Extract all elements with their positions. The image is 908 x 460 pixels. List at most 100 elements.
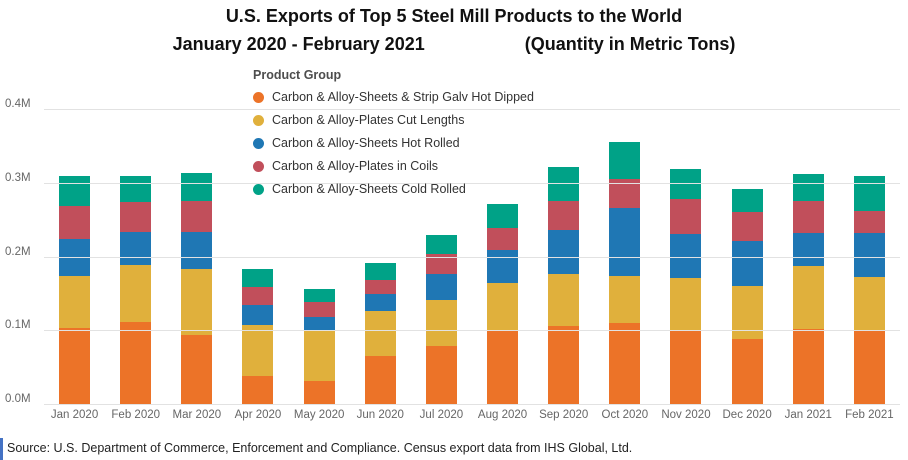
bar-segment[interactable] xyxy=(242,287,274,306)
stacked-bar-aug-2020[interactable] xyxy=(487,110,519,405)
bar-segment[interactable] xyxy=(670,198,702,234)
bar-segment[interactable] xyxy=(120,202,152,232)
bar-segment[interactable] xyxy=(425,253,457,274)
bar-segment[interactable] xyxy=(59,205,91,240)
bar-segment[interactable] xyxy=(609,323,641,405)
bar-segment[interactable] xyxy=(364,263,396,280)
bar-segment[interactable] xyxy=(425,235,457,254)
bar-segment[interactable] xyxy=(609,275,641,324)
stacked-bar-sep-2020[interactable] xyxy=(548,110,580,405)
bar-cell xyxy=(350,110,411,405)
legend-item[interactable]: Carbon & Alloy-Plates Cut Lengths xyxy=(253,113,534,127)
bar-segment[interactable] xyxy=(548,274,580,327)
bar-segment[interactable] xyxy=(425,300,457,346)
stacked-bar-may-2020[interactable] xyxy=(303,110,335,405)
bar-segment[interactable] xyxy=(670,278,702,332)
legend-item[interactable]: Carbon & Alloy-Sheets Hot Rolled xyxy=(253,136,534,150)
bar-segment[interactable] xyxy=(853,233,885,278)
legend-item[interactable]: Carbon & Alloy-Sheets Cold Rolled xyxy=(253,182,534,196)
bar-segment[interactable] xyxy=(731,338,763,405)
bar-segment[interactable] xyxy=(242,268,274,288)
bar-segment[interactable] xyxy=(609,208,641,276)
bar-segment[interactable] xyxy=(181,231,213,269)
x-axis-label: Jan 2021 xyxy=(784,409,832,421)
bar-segment[interactable] xyxy=(853,211,885,234)
bar-segment[interactable] xyxy=(181,172,213,201)
bar-segment[interactable] xyxy=(487,204,519,229)
stacked-bar-oct-2020[interactable] xyxy=(609,110,641,405)
legend: Product Group Carbon & Alloy-Sheets & St… xyxy=(253,68,534,205)
bar-segment[interactable] xyxy=(120,176,152,203)
bar-segment[interactable] xyxy=(59,275,91,328)
bar-segment[interactable] xyxy=(303,301,335,317)
bar-segment[interactable] xyxy=(303,289,335,302)
bar-segment[interactable] xyxy=(731,211,763,242)
legend-item[interactable]: Carbon & Alloy-Plates in Coils xyxy=(253,159,534,173)
bar-segment[interactable] xyxy=(609,141,641,179)
bar-segment[interactable] xyxy=(303,380,335,405)
bar-segment[interactable] xyxy=(59,239,91,276)
bar-cell xyxy=(717,110,778,405)
bar-segment[interactable] xyxy=(487,282,519,332)
legend-title: Product Group xyxy=(253,68,342,82)
stacked-bar-dec-2020[interactable] xyxy=(731,110,763,405)
bar-segment[interactable] xyxy=(792,200,824,234)
bar-segment[interactable] xyxy=(242,325,274,376)
stacked-bar-apr-2020[interactable] xyxy=(242,110,274,405)
stacked-bar-feb-2021[interactable] xyxy=(853,110,885,405)
bar-segment[interactable] xyxy=(731,285,763,339)
bar-segment[interactable] xyxy=(548,326,580,405)
bar-segment[interactable] xyxy=(853,176,885,212)
bar-segment[interactable] xyxy=(59,327,91,405)
x-axis-label: Nov 2020 xyxy=(661,409,711,421)
bar-segment[interactable] xyxy=(670,233,702,279)
bar-segment[interactable] xyxy=(487,331,519,405)
stacked-bar-jan-2020[interactable] xyxy=(59,110,91,405)
bar-segment[interactable] xyxy=(792,174,824,201)
legend-label: Carbon & Alloy-Plates in Coils xyxy=(272,159,439,173)
x-axis-label: Sep 2020 xyxy=(539,409,589,421)
chart-title: U.S. Exports of Top 5 Steel Mill Product… xyxy=(225,6,683,26)
bar-segment[interactable] xyxy=(242,305,274,326)
legend-item[interactable]: Carbon & Alloy-Sheets & Strip Galv Hot D… xyxy=(253,90,534,104)
stacked-bar-mar-2020[interactable] xyxy=(181,110,213,405)
bar-segment[interactable] xyxy=(670,331,702,405)
stacked-bar-nov-2020[interactable] xyxy=(670,110,702,405)
bar-segment[interactable] xyxy=(731,241,763,286)
bar-segment[interactable] xyxy=(548,166,580,201)
bar-segment[interactable] xyxy=(792,266,824,330)
stacked-bar-jan-2021[interactable] xyxy=(792,110,824,405)
bar-segment[interactable] xyxy=(364,294,396,311)
bar-segment[interactable] xyxy=(364,355,396,405)
stacked-bar-feb-2020[interactable] xyxy=(120,110,152,405)
bar-segment[interactable] xyxy=(120,322,152,405)
bar-segment[interactable] xyxy=(425,273,457,301)
bar-segment[interactable] xyxy=(548,230,580,275)
bar-segment[interactable] xyxy=(120,231,152,265)
bar-segment[interactable] xyxy=(487,250,519,283)
bar-segment[interactable] xyxy=(364,279,396,295)
bar-segment[interactable] xyxy=(303,316,335,332)
bar-segment[interactable] xyxy=(181,268,213,335)
bar-segment[interactable] xyxy=(792,329,824,405)
bar-segment[interactable] xyxy=(425,346,457,405)
bar-segment[interactable] xyxy=(181,334,213,405)
bar-segment[interactable] xyxy=(487,228,519,251)
bar-segment[interactable] xyxy=(59,176,91,206)
bar-segment[interactable] xyxy=(120,264,152,323)
bar-segment[interactable] xyxy=(792,233,824,267)
stacked-bar-jun-2020[interactable] xyxy=(364,110,396,405)
bar-segment[interactable] xyxy=(303,331,335,381)
bar-segment[interactable] xyxy=(853,277,885,332)
bar-cell xyxy=(289,110,350,405)
bar-segment[interactable] xyxy=(242,375,274,405)
stacked-bar-jul-2020[interactable] xyxy=(425,110,457,405)
bar-segment[interactable] xyxy=(670,169,702,199)
bar-cell xyxy=(105,110,166,405)
bar-segment[interactable] xyxy=(181,200,213,232)
bar-segment[interactable] xyxy=(548,200,580,231)
bar-segment[interactable] xyxy=(731,188,763,212)
bar-segment[interactable] xyxy=(853,331,885,405)
bar-segment[interactable] xyxy=(364,310,396,356)
bar-cell xyxy=(227,110,288,405)
